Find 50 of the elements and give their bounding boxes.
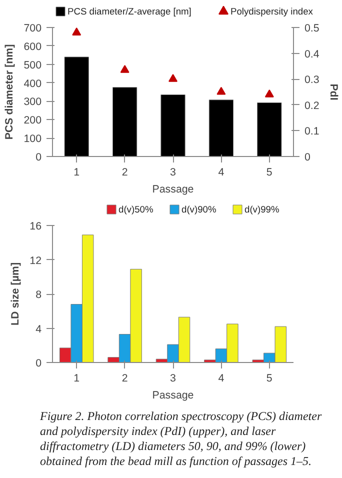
- x-axis-title: Passage: [152, 184, 194, 196]
- y-tick-label: 400: [24, 78, 42, 90]
- x-tick-label: 1: [74, 166, 80, 178]
- legend-label: PCS diameter/Z-average [nm]: [68, 6, 192, 16]
- x-tick-label: 2: [122, 372, 128, 384]
- bar: [208, 100, 234, 156]
- y-tick-label: 0: [36, 152, 42, 164]
- y2-tick-label: 0.2: [304, 100, 320, 112]
- bar: [257, 102, 282, 156]
- legend-label: d(v)99%: [244, 204, 280, 214]
- y-tick-label: 8: [36, 289, 42, 301]
- y-tick-label: 600: [24, 40, 42, 53]
- x-tick-label: 5: [266, 166, 272, 178]
- x-tick-label: 1: [74, 372, 80, 384]
- caption: Figure 2. Photon correlation spectroscopy (PCS) diameter and polydispersity index (PdI) (upper), and laser diffractometry (LD) diameters 50, 90, and 99% (lower) obtained from the bead mill as function of passages 1–5.: [40, 409, 323, 469]
- y-tick-label: 0: [36, 358, 42, 370]
- x-tick-label: 4: [218, 166, 224, 178]
- bar: [160, 94, 186, 156]
- bar: [64, 56, 89, 156]
- x-axis-title: Passage: [152, 390, 194, 402]
- legend-label: d(v)50%: [118, 204, 154, 214]
- x-tick-label: 2: [122, 166, 128, 178]
- y-tick-label: 12: [30, 254, 42, 267]
- legend-label: Polydispersity index: [230, 6, 314, 16]
- y-tick-label: 100: [24, 133, 42, 146]
- y2-axis-title: PdI: [327, 84, 340, 100]
- point: [168, 74, 178, 82]
- point: [264, 89, 274, 98]
- y2-tick-label: 0.1: [304, 126, 320, 138]
- y-tick-label: 4: [36, 323, 42, 336]
- point: [72, 28, 82, 36]
- y2-tick-label: 0: [304, 152, 310, 164]
- bar: [112, 87, 138, 156]
- y2-tick-label: 0.4: [304, 48, 320, 60]
- y-tick-label: 500: [24, 59, 42, 72]
- y2-tick-label: 0.3: [304, 74, 320, 86]
- y-tick-label: 700: [24, 22, 42, 34]
- x-tick-label: 5: [266, 372, 272, 384]
- y-tick-label: 200: [24, 114, 42, 127]
- x-tick-label: 3: [170, 372, 176, 384]
- point: [216, 86, 226, 95]
- y-tick-label: 300: [24, 96, 42, 108]
- y-tick-label: 16: [30, 220, 42, 232]
- y2-tick-label: 0.5: [304, 22, 320, 34]
- point: [120, 64, 130, 73]
- x-tick-label: 3: [170, 166, 176, 178]
- legend-label: d(v)90%: [182, 204, 216, 214]
- x-tick-label: 4: [218, 372, 224, 384]
- y-axis-title: PCS diameter [nm]: [4, 44, 16, 140]
- y-axis-title: LD size [µm]: [10, 262, 22, 326]
